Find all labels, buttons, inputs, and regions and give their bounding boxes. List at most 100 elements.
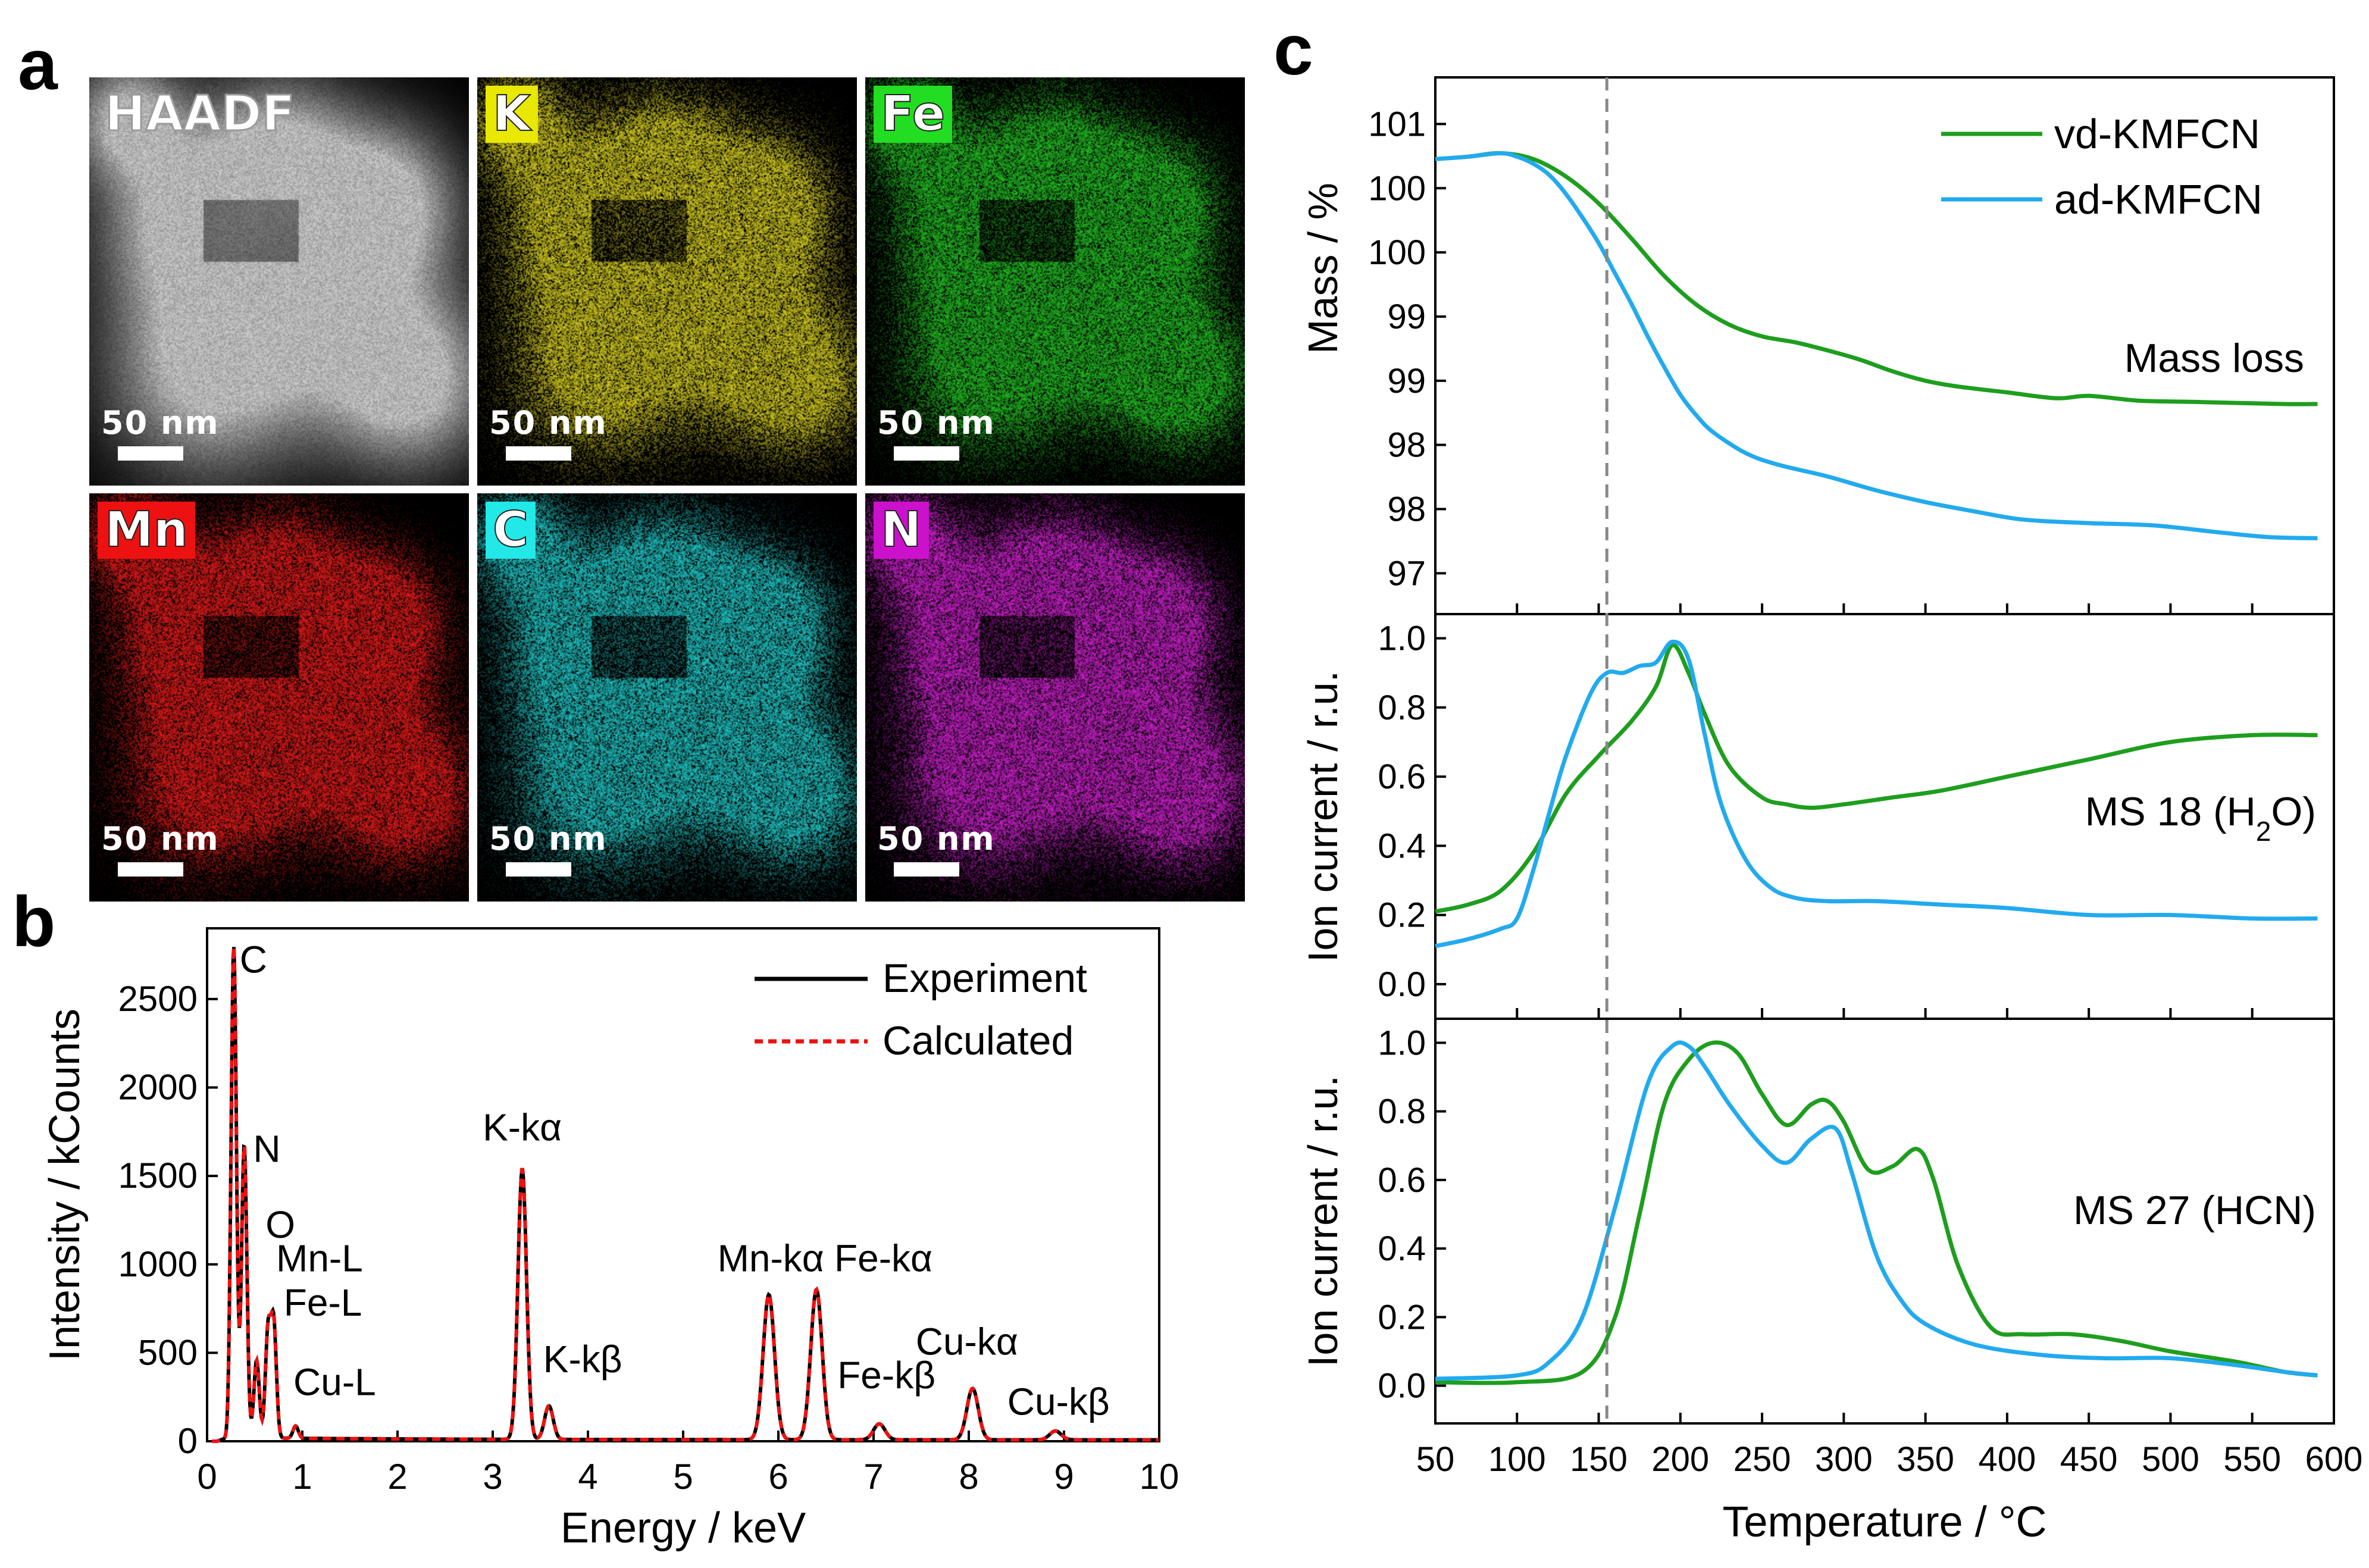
y-tick-label: 0.8 [1378,688,1426,727]
plot-c-frame-3 [1434,1018,2335,1425]
y-axis-label: Mass / % [1300,183,1346,354]
peak-label: K-kβ [543,1338,622,1381]
y-axis-label: Ion current / r.u. [1300,1075,1346,1367]
panel-label-b: b [12,882,55,962]
legend-calculated-label: Calculated [882,1018,1074,1063]
y-axis-label: Intensity / kCounts [41,1009,89,1361]
peak-label: Fe-L [284,1281,362,1324]
peak-label: Cu-kα [916,1320,1018,1363]
scale-bar-label: 50 nm [489,820,608,857]
y-tick-label: 1000 [118,1244,198,1284]
k-map: K 50 nm [477,77,857,486]
x-tick-label: 0 [197,1457,217,1497]
scale-bar [894,446,959,461]
map-label: Fe [874,85,953,143]
map-label: HAADF [104,85,296,143]
scale-bar-label: 50 nm [101,820,220,857]
y-tick-label: 0.4 [1378,1229,1426,1268]
scale-bar [118,862,183,877]
y-tick-label: 500 [138,1332,198,1372]
panel-label-c: c [1273,10,1313,90]
y-tick-label: 0.4 [1378,827,1426,865]
y-tick-label: 0.6 [1378,1161,1426,1200]
n-map: N 50 nm [865,493,1245,902]
series-ad-KMFCN-line [1435,639,2318,949]
eds-maps: HAADF 50 nm K 50 nm Fe 50 nm Mn 50 nm C … [89,77,1250,907]
scale-bar-label: 50 nm [489,404,608,442]
x-tick-label: 450 [2060,1440,2118,1479]
x-axis-label: Energy / keV [561,1504,806,1552]
series-vd-KMFCN-line [1435,151,2318,406]
y-tick-label: 2500 [118,979,198,1019]
peak-label: Cu-kβ [1007,1380,1110,1423]
map-label: N [874,501,929,559]
y-tick-label: 1.0 [1378,619,1426,658]
y-tick-label: 97 [1387,554,1426,593]
x-tick-label: 1 [292,1457,312,1497]
x-tick-label: 5 [673,1457,693,1497]
x-tick-label: 6 [768,1457,788,1497]
x-axis-label: Temperature / °C [1723,1498,2047,1546]
x-tick-label: 250 [1733,1440,1791,1479]
y-tick-label: 100 [1368,169,1426,208]
x-tick-label: 50 [1416,1440,1455,1479]
x-tick-label: 600 [2305,1440,2363,1479]
y-tick-label: 0.8 [1378,1093,1426,1131]
scale-bar [894,862,959,877]
x-tick-label: 3 [483,1457,502,1497]
peak-label: Mn-L [276,1237,363,1280]
peak-label: O [265,1203,295,1246]
y-tick-label: 1500 [118,1156,198,1195]
y-tick-label: 101 [1368,105,1426,143]
peak-label: Mn-kα [718,1237,824,1280]
map-label: Mn [98,501,195,559]
scale-bar [506,446,571,461]
x-tick-label: 350 [1897,1440,1954,1479]
x-tick-label: 2 [387,1457,407,1497]
legend-label-ad-KMFCN: ad-KMFCN [2054,176,2262,223]
series-vd-KMFCN-line [1435,1040,2318,1385]
x-tick-label: 10 [1140,1457,1179,1497]
x-tick-label: 200 [1651,1440,1709,1479]
peak-label: C [240,938,267,981]
peak-label: K-kα [483,1106,562,1149]
y-tick-label: 0.2 [1378,1298,1426,1337]
scale-bar [506,862,571,877]
map-label: K [486,85,538,143]
c-map: C 50 nm [477,493,857,902]
panel-title: Mass loss [2124,336,2304,381]
x-tick-label: 500 [2142,1440,2199,1479]
y-tick-label: 0.0 [1378,1367,1426,1406]
scale-bar-label: 50 nm [101,404,220,442]
y-tick-label: 0.6 [1378,758,1426,796]
fe-map: Fe 50 nm [865,77,1245,486]
map-label: C [486,501,536,559]
peak-label: Fe-kα [834,1237,932,1280]
x-tick-label: 4 [578,1457,597,1497]
series-vd-KMFCN-line [1435,643,2318,914]
scale-bar-label: 50 nm [877,820,996,857]
y-tick-label: 2000 [118,1068,198,1107]
scale-bar [118,446,183,461]
eds-spectrum-plot: 0 1 2 3 4 5 6 7 8 9 10 0 500 1000 1500 2000 2500 Energy /… [41,927,1179,1552]
scale-bar-label: 50 nm [877,404,996,442]
y-tick-label: 99 [1387,298,1426,336]
x-tick-label: 400 [1979,1440,2036,1479]
x-tick-label: 9 [1054,1457,1074,1497]
legend-experiment-label: Experiment [882,956,1087,1001]
series-ad-KMFCN-line [1435,151,2318,540]
mn-map: Mn 50 nm [89,493,469,902]
calculated-line [212,947,1159,1443]
haadf-map: HAADF 50 nm [89,77,469,486]
y-axis-label: Ion current / r.u. [1300,671,1346,962]
y-tick-label: 98 [1387,490,1426,529]
y-tick-label: 100 [1368,233,1426,272]
peak-label: N [253,1127,280,1170]
tga-ms-plots: 97 98 98 99 99 100 100 101 Mass / % Mass loss 0.0 0… [1300,76,2363,1546]
panel-title: MS 18 (H2O) [2085,789,2316,847]
y-tick-label: 0 [178,1421,198,1461]
y-tick-label: 98 [1387,426,1426,465]
peak-label: Cu-L [293,1361,376,1404]
y-tick-label: 1.0 [1378,1024,1426,1062]
